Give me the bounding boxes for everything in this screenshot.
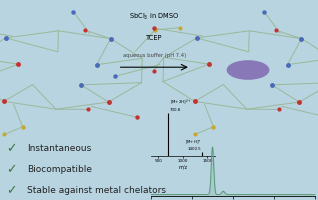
Text: Biocompatible: Biocompatible	[27, 165, 92, 174]
Text: TCEP: TCEP	[146, 35, 162, 41]
Text: Instantaneous: Instantaneous	[27, 144, 91, 153]
Text: aqueous buffer (pH 7.4): aqueous buffer (pH 7.4)	[123, 53, 186, 58]
Text: ✓: ✓	[6, 163, 17, 176]
Text: [M+2H]$^{2+}$
700.8: [M+2H]$^{2+}$ 700.8	[170, 98, 191, 112]
Text: [M+H]$^{+}$
1400.5: [M+H]$^{+}$ 1400.5	[185, 139, 202, 151]
Text: ✓: ✓	[6, 142, 17, 155]
Text: Stable against metal chelators: Stable against metal chelators	[27, 186, 166, 195]
Circle shape	[227, 61, 269, 79]
Text: ✓: ✓	[6, 184, 17, 197]
X-axis label: m/z: m/z	[178, 165, 187, 170]
Text: SbCl$_3$ in DMSO: SbCl$_3$ in DMSO	[129, 12, 179, 22]
